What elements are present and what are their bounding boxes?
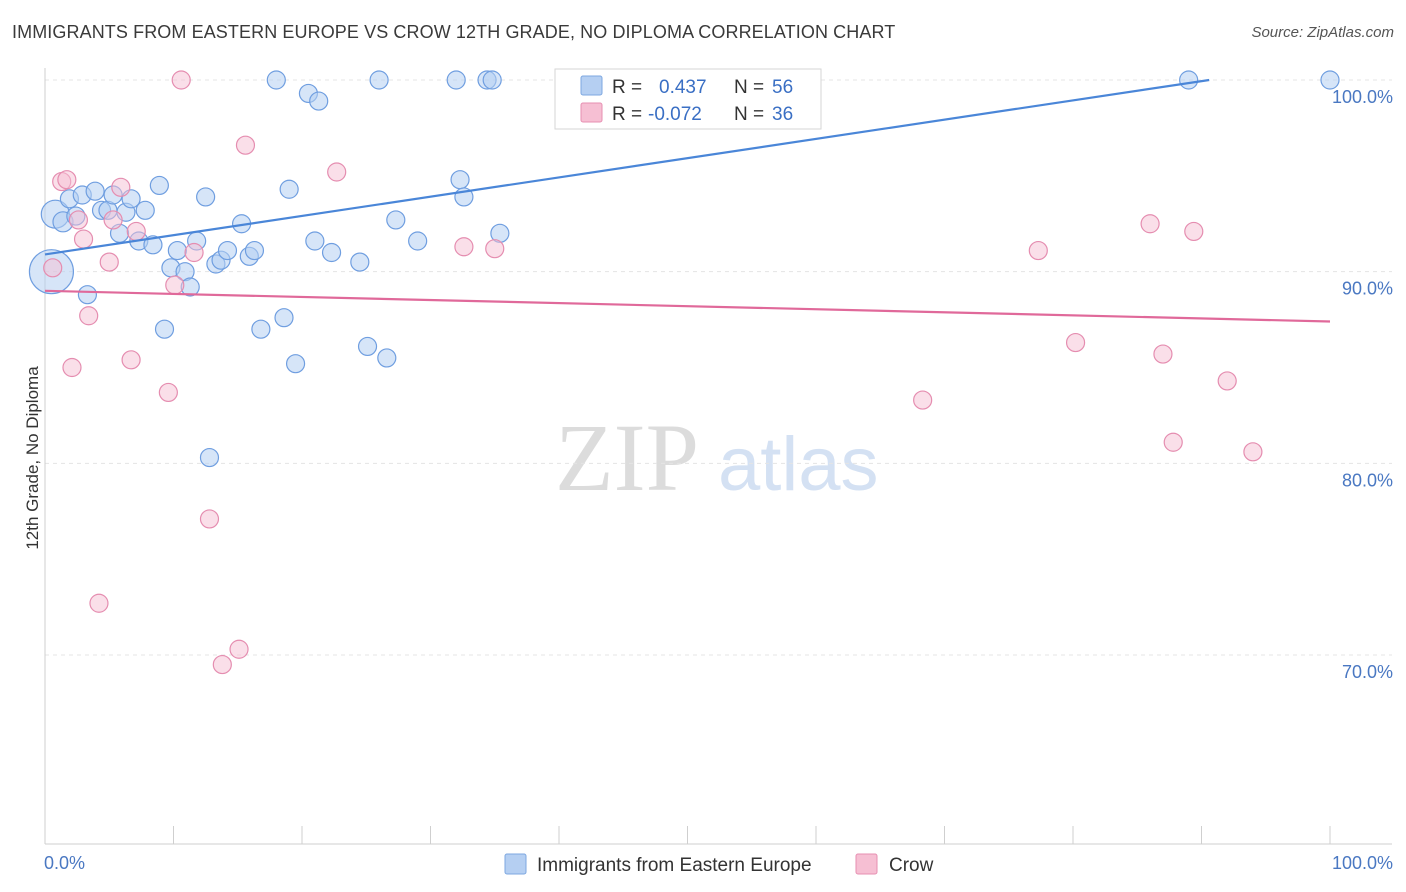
- point-eastern-europe: [369, 70, 389, 90]
- legend-n-label-2: N =: [734, 104, 764, 125]
- point-crow: [229, 639, 249, 659]
- point-crow: [165, 275, 185, 295]
- point-crow: [1028, 240, 1048, 261]
- point-eastern-europe: [149, 175, 169, 196]
- trend-lines: [44, 78, 1331, 323]
- y-tick-label: 90.0%: [1342, 279, 1393, 299]
- x-tick-label: 0.0%: [44, 853, 85, 873]
- point-crow: [1243, 442, 1263, 462]
- point-eastern-europe: [266, 70, 286, 90]
- stats-legend: R = 0.437 N = 56 R = -0.072 N = 36: [554, 68, 822, 130]
- point-eastern-europe: [1179, 70, 1199, 90]
- watermark-zip: ZIP: [555, 404, 699, 511]
- point-eastern-europe: [305, 231, 325, 251]
- y-tick-label: 80.0%: [1342, 470, 1393, 490]
- point-eastern-europe: [482, 70, 502, 90]
- point-eastern-europe: [446, 70, 466, 90]
- chart-title: IMMIGRANTS FROM EASTERN EUROPE VS CROW 1…: [12, 22, 896, 42]
- point-crow: [68, 210, 89, 230]
- x-tick-label: 100.0%: [1332, 853, 1393, 873]
- point-crow: [89, 593, 109, 613]
- point-eastern-europe: [350, 252, 370, 272]
- legend-n-value-1: 56: [772, 77, 793, 98]
- point-eastern-europe: [135, 200, 155, 220]
- series-legend-label-pink: Crow: [889, 855, 934, 876]
- point-crow: [184, 242, 204, 263]
- legend-r-value-2: -0.072: [648, 104, 702, 125]
- point-eastern-europe: [196, 187, 216, 207]
- point-eastern-europe: [357, 336, 378, 357]
- legend-r-value-1: 0.437: [659, 77, 707, 98]
- point-eastern-europe: [386, 210, 406, 230]
- point-crow: [103, 210, 123, 230]
- point-eastern-europe: [251, 319, 271, 339]
- data-points: [28, 70, 1340, 675]
- point-crow: [111, 177, 131, 197]
- point-eastern-europe: [321, 242, 342, 263]
- point-eastern-europe: [309, 91, 329, 111]
- point-crow: [485, 239, 505, 259]
- point-crow: [121, 350, 141, 370]
- point-eastern-europe: [285, 354, 306, 374]
- point-eastern-europe: [244, 240, 265, 261]
- trend-line-crow: [44, 289, 1331, 323]
- series-legend-label-blue: Immigrants from Eastern Europe: [537, 855, 812, 876]
- point-eastern-europe: [408, 231, 428, 251]
- point-eastern-europe: [167, 240, 187, 261]
- point-crow: [43, 258, 63, 278]
- point-crow: [1140, 214, 1160, 234]
- point-crow: [1065, 332, 1086, 353]
- point-crow: [235, 135, 256, 155]
- point-crow: [327, 162, 347, 182]
- point-crow: [913, 390, 933, 410]
- point-crow: [199, 509, 220, 529]
- point-eastern-europe: [274, 308, 294, 328]
- y-axis-label: 12th Grade, No Diploma: [23, 366, 42, 550]
- point-eastern-europe: [377, 348, 397, 368]
- watermark-atlas: atlas: [718, 422, 879, 507]
- point-crow: [158, 382, 178, 403]
- legend-swatch-pink: [580, 102, 603, 123]
- point-crow: [1217, 371, 1237, 391]
- point-crow: [99, 252, 119, 272]
- legend-r-label-1: R =: [612, 77, 642, 98]
- grid-lines: [45, 79, 1392, 656]
- point-crow: [57, 170, 77, 190]
- y-tick-label: 100.0%: [1332, 87, 1393, 107]
- legend-swatch-blue: [580, 75, 603, 96]
- point-eastern-europe: [77, 285, 98, 305]
- point-eastern-europe: [279, 179, 299, 199]
- point-crow: [1184, 221, 1204, 242]
- point-crow: [73, 229, 94, 249]
- point-eastern-europe: [85, 181, 105, 201]
- y-tick-label: 70.0%: [1342, 662, 1393, 682]
- point-crow: [79, 306, 99, 326]
- legend-n-value-2: 36: [772, 104, 793, 125]
- point-eastern-europe: [154, 319, 175, 339]
- legend-n-label-1: N =: [734, 77, 764, 98]
- point-crow: [1153, 344, 1173, 364]
- point-crow: [126, 221, 146, 242]
- point-eastern-europe: [450, 170, 470, 190]
- trend-line-eastern-europe: [44, 78, 1210, 256]
- legend-r-label-2: R =: [612, 104, 642, 125]
- series-legend-swatch-pink: [855, 853, 878, 875]
- point-crow: [171, 70, 191, 90]
- point-crow: [1163, 432, 1183, 452]
- point-crow: [212, 654, 232, 675]
- point-eastern-europe: [199, 447, 220, 468]
- point-eastern-europe: [1320, 70, 1340, 90]
- source-credit: Source: ZipAtlas.com: [1251, 24, 1394, 41]
- point-eastern-europe: [143, 235, 163, 255]
- axes: 70.0% 80.0% 90.0% 100.0% 0.0% 100.0%: [44, 68, 1393, 873]
- point-crow: [62, 357, 82, 378]
- point-crow: [454, 237, 474, 257]
- series-legend: Immigrants from Eastern Europe Crow: [504, 853, 934, 876]
- series-legend-swatch-blue: [504, 853, 527, 875]
- point-eastern-europe: [217, 240, 238, 261]
